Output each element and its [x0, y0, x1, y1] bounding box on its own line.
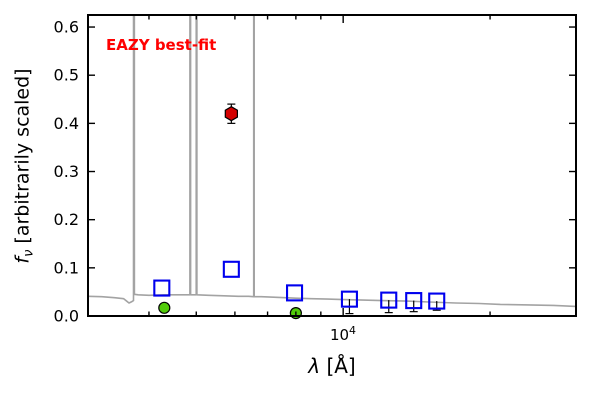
model-photometry-square-marker [428, 292, 446, 310]
model-photometry-square-marker [222, 260, 240, 278]
lambda-symbol: λ [308, 354, 321, 378]
template-photometry [153, 260, 446, 315]
y-tick-label: 0.0 [54, 307, 79, 326]
fnu-symbol: f [11, 256, 34, 264]
x-tick-base: 10 [329, 326, 350, 344]
y-tick-label: 0.4 [54, 114, 79, 133]
model-photometry-square-marker [405, 292, 423, 310]
axis-ticks [88, 15, 576, 317]
nu-subscript: ν [21, 249, 37, 257]
best-fit-annotation: EAZY best-fit [106, 36, 217, 54]
x-axis-label: λ [Å] [308, 354, 356, 378]
y-tick-label: 0.1 [54, 258, 79, 277]
model-photometry-square-marker [380, 291, 398, 309]
y-tick-label: 0.5 [54, 66, 79, 85]
model-photometry-square-marker [340, 290, 358, 308]
model-photometry-square-marker [153, 279, 171, 297]
model-photometry-square-marker [285, 284, 304, 302]
y-tick-label: 0.6 [54, 18, 79, 37]
x-tick-label-1e4: 104 [330, 324, 356, 344]
y-tick-label: 0.2 [54, 210, 79, 229]
y-tick-label: 0.3 [54, 162, 79, 181]
observed-photometry-hexagon-marker [224, 106, 238, 122]
x-tick-exponent: 4 [349, 324, 357, 337]
observed-photometry-circle-marker [158, 301, 171, 314]
y-axis-label-rest: [arbitrarily scaled] [11, 68, 34, 250]
y-axis-label: fν [arbitrarily scaled] [12, 68, 37, 263]
x-axis-label-units: [Å] [320, 354, 356, 378]
observed-photometry-hexagon [224, 103, 238, 124]
axes-frame [87, 14, 577, 317]
